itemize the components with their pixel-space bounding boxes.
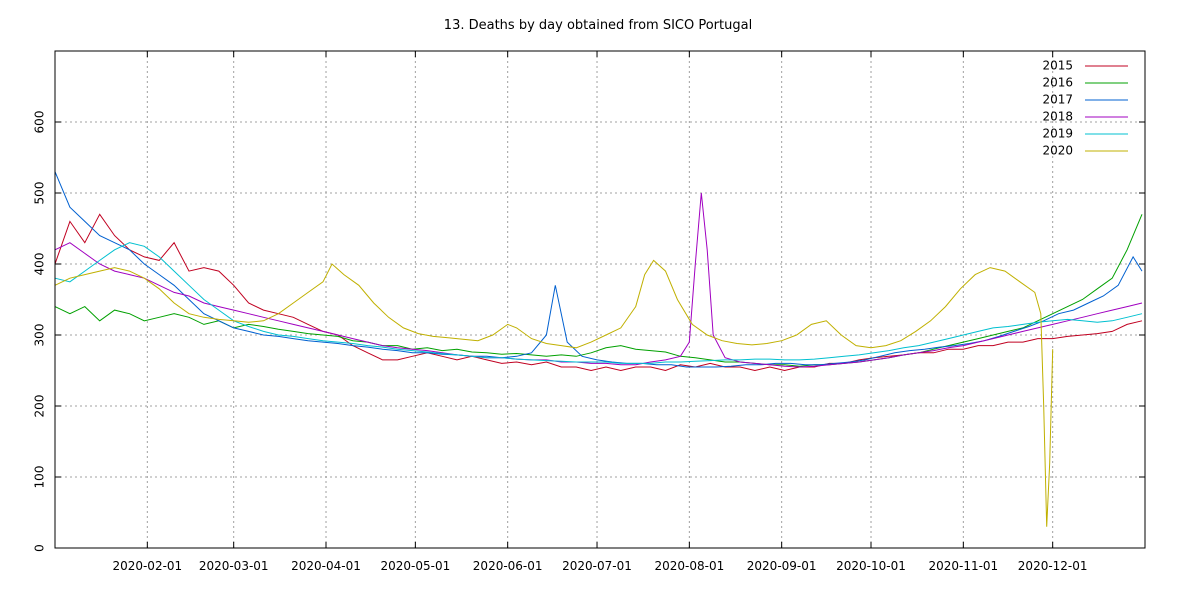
series-line-2016	[54, 214, 1143, 367]
y-tick-label: 300	[33, 324, 47, 347]
grid-layer	[55, 51, 1145, 548]
legend-label-2018: 2018	[1042, 110, 1073, 124]
legend-label-2017: 2017	[1042, 93, 1073, 107]
legend-label-2020: 2020	[1042, 144, 1073, 158]
y-tick-label: 0	[33, 544, 47, 552]
x-tick-label: 2020-12-01	[1018, 559, 1088, 573]
series-line-2017	[54, 171, 1143, 368]
x-tick-label: 2020-07-01	[562, 559, 632, 573]
chart-title: 13. Deaths by day obtained from SICO Por…	[444, 18, 752, 33]
legend-label-2015: 2015	[1042, 59, 1073, 73]
y-tick-label: 200	[33, 395, 47, 418]
x-tick-label: 2020-08-01	[654, 559, 724, 573]
x-tick-label: 2020-03-01	[199, 559, 269, 573]
series-line-2018	[54, 192, 1143, 368]
series-line-2019	[54, 242, 1143, 364]
x-tick-label: 2020-09-01	[747, 559, 817, 573]
y-tick-label: 500	[33, 182, 47, 205]
y-tick-label: 400	[33, 253, 47, 276]
series-layer	[54, 171, 1143, 527]
series-line-2020	[54, 259, 1054, 527]
plot-frame	[54, 50, 1146, 549]
y-tick-label: 100	[33, 466, 47, 489]
series-line-2015	[54, 213, 1143, 372]
x-tick-label: 2020-04-01	[291, 559, 361, 573]
legend-label-2019: 2019	[1042, 127, 1073, 141]
x-tick-label: 2020-06-01	[473, 559, 543, 573]
legend: 2015 2016 2017 2018 2019 2020	[1042, 59, 1128, 158]
x-tick-label: 2020-02-01	[112, 559, 182, 573]
y-tick-label: 600	[33, 111, 47, 134]
x-tick-label: 2020-05-01	[380, 559, 450, 573]
axis-layer: 0 100 200 300 400 500 600 2020-02-01 2020-03-01 2…	[33, 51, 1145, 573]
x-tick-label: 2020-10-01	[836, 559, 906, 573]
x-tick-label: 2020-11-01	[928, 559, 998, 573]
legend-label-2016: 2016	[1042, 76, 1073, 90]
